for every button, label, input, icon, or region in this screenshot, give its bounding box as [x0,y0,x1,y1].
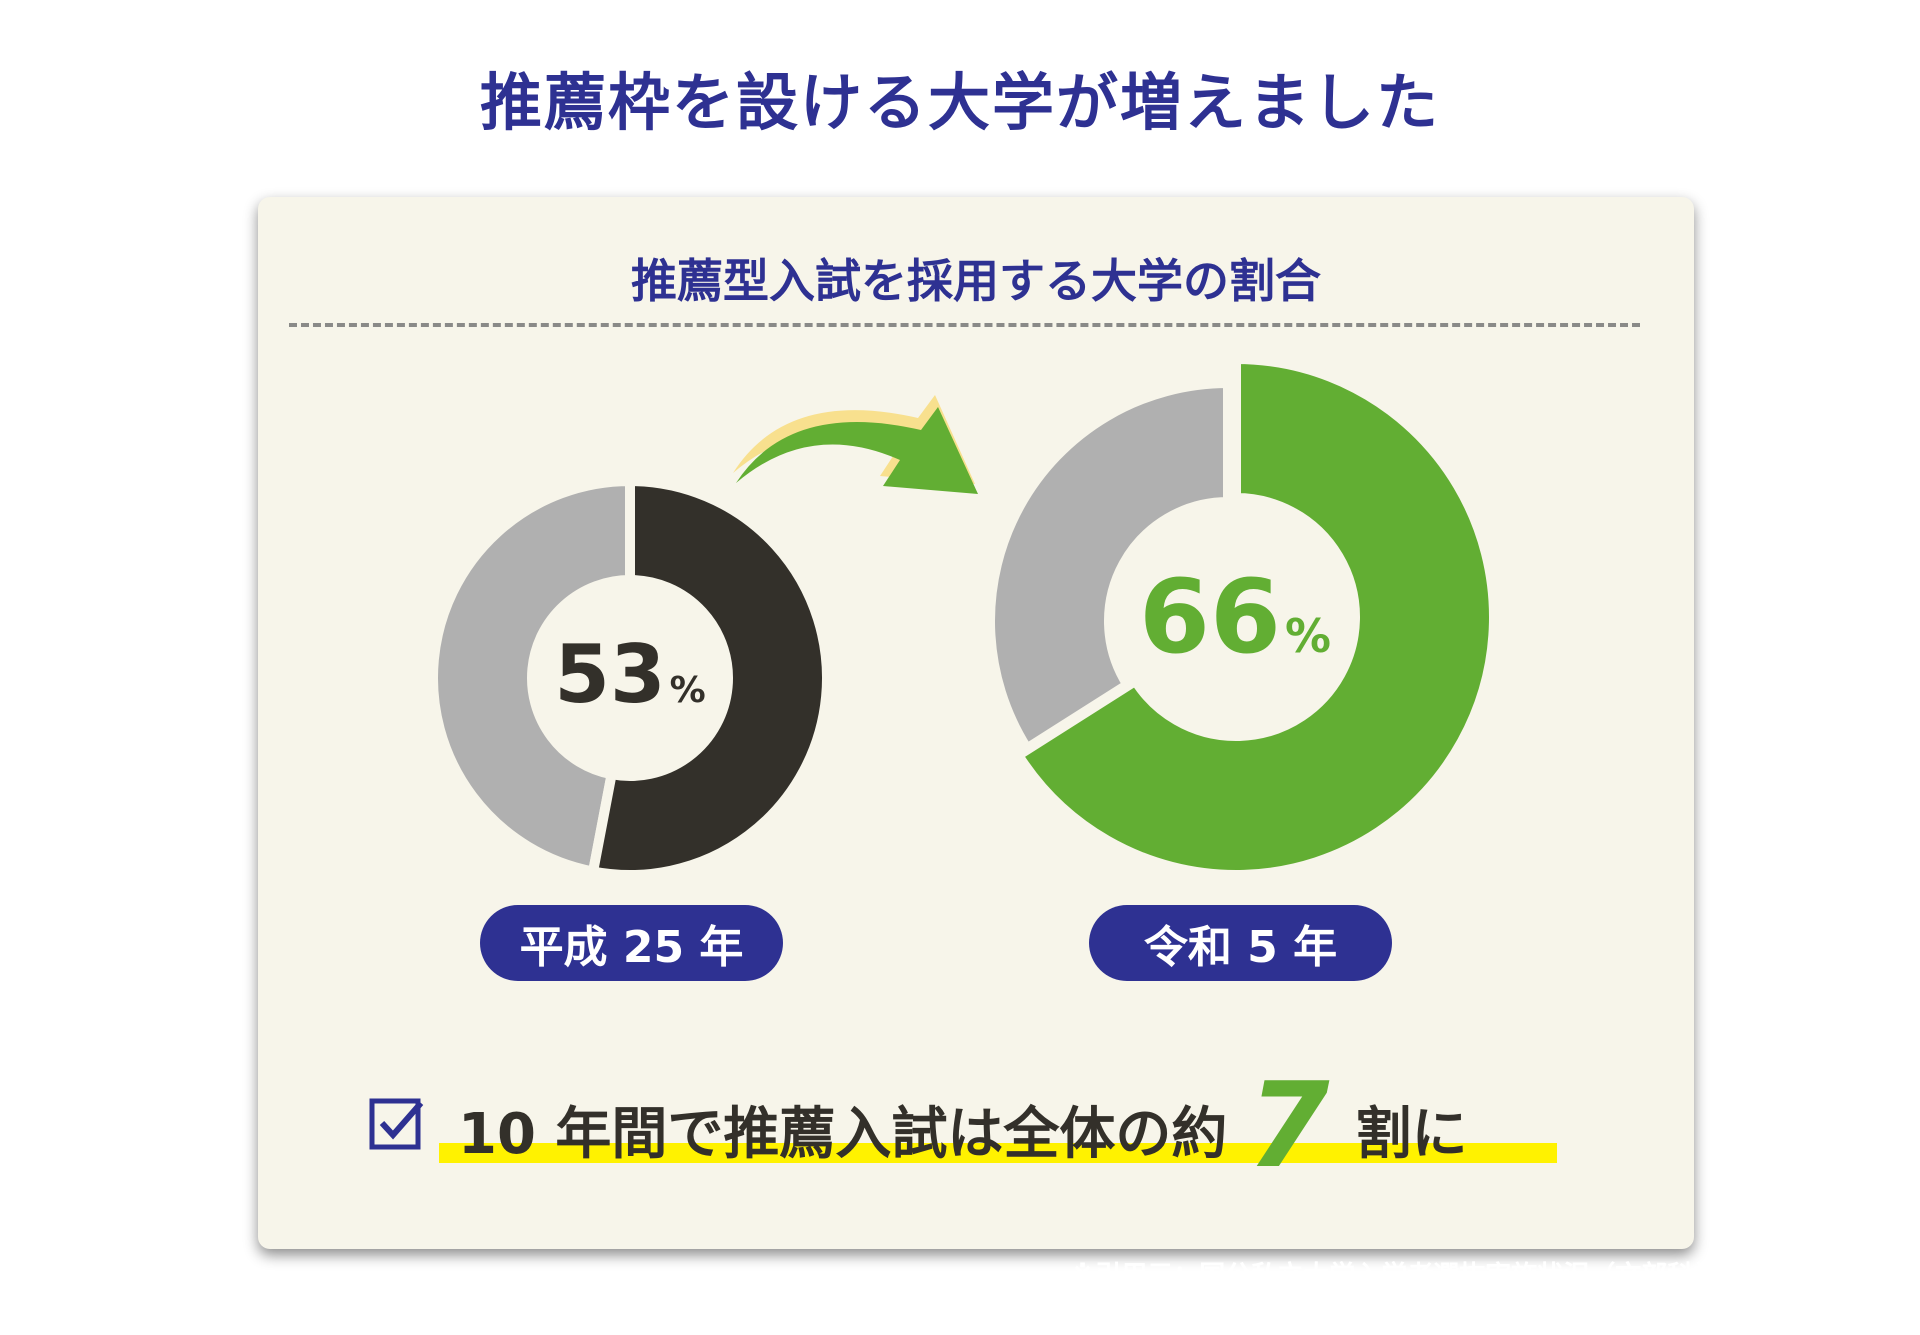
summary-text: 10 年間で推薦入試は全体の約 7 割に [458,1060,1468,1184]
donut-remainder-segment [428,475,635,878]
value-unit: % [1284,609,1331,663]
card-subtitle: 推薦型入試を採用する大学の割合 [631,254,1321,308]
arrow-icon [733,395,978,494]
value-number: 53 [554,628,666,721]
main-title: 推薦枠を設ける大学が増えました [479,66,1440,139]
year-label-reiwa5: 令和 5 年 [1089,905,1392,981]
donut-value-segment [587,475,832,880]
donut-remainder-segment [985,377,1233,756]
summary-number: 7 [1247,1056,1330,1194]
value-unit: % [669,670,706,711]
donut-chart-heisei25 [428,475,832,880]
value-label-reiwa5: 66% [1110,558,1360,677]
highlight-underline [439,1143,1557,1163]
dashed-divider [289,323,1640,327]
source-note: ※引用元：国公私立大学入学者選抜実施状況（文部科学省） [1070,1261,1772,1291]
year-label-heisei25: 平成 25 年 [480,905,783,981]
donut-value-segment [1011,353,1499,880]
donut-chart-reiwa5 [985,353,1499,880]
value-label-heisei25: 53% [530,628,730,721]
summary-prefix: 10 年間で推薦入試は全体の約 [458,1102,1228,1167]
summary-suffix: 割に [1355,1102,1468,1167]
value-number: 66 [1139,558,1281,677]
arrow-body [736,407,978,494]
checkbox-icon [369,1098,424,1150]
